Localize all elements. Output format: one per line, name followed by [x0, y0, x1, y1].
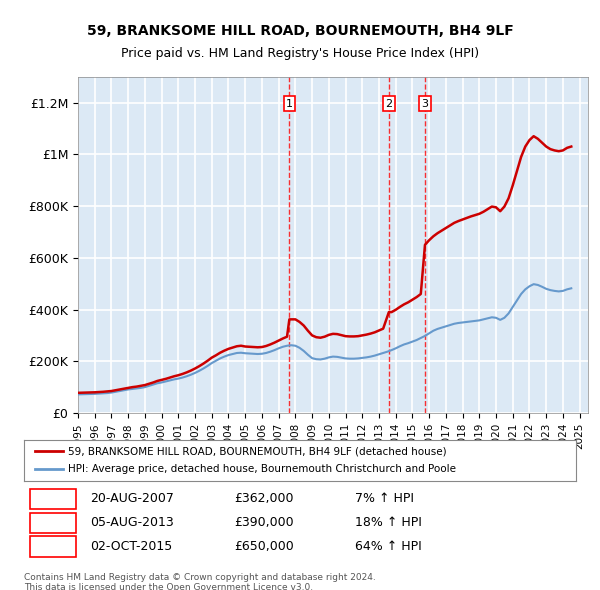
Text: Price paid vs. HM Land Registry's House Price Index (HPI): Price paid vs. HM Land Registry's House …: [121, 47, 479, 60]
Text: This data is licensed under the Open Government Licence v3.0.: This data is licensed under the Open Gov…: [24, 583, 313, 590]
Text: 05-AUG-2013: 05-AUG-2013: [90, 516, 174, 529]
FancyBboxPatch shape: [29, 513, 76, 533]
FancyBboxPatch shape: [29, 489, 76, 509]
Text: 7% ↑ HPI: 7% ↑ HPI: [355, 492, 414, 505]
FancyBboxPatch shape: [29, 536, 76, 557]
Text: 2: 2: [385, 99, 392, 109]
Text: 3: 3: [421, 99, 428, 109]
Text: 18% ↑ HPI: 18% ↑ HPI: [355, 516, 422, 529]
Text: 59, BRANKSOME HILL ROAD, BOURNEMOUTH, BH4 9LF (detached house): 59, BRANKSOME HILL ROAD, BOURNEMOUTH, BH…: [68, 446, 447, 456]
Text: 64% ↑ HPI: 64% ↑ HPI: [355, 540, 422, 553]
Text: 2: 2: [49, 516, 57, 529]
Text: 3: 3: [49, 540, 57, 553]
Text: Contains HM Land Registry data © Crown copyright and database right 2024.: Contains HM Land Registry data © Crown c…: [24, 573, 376, 582]
Text: £650,000: £650,000: [234, 540, 293, 553]
Text: 1: 1: [49, 492, 57, 505]
Text: 20-AUG-2007: 20-AUG-2007: [90, 492, 174, 505]
Text: £390,000: £390,000: [234, 516, 293, 529]
Text: 02-OCT-2015: 02-OCT-2015: [90, 540, 172, 553]
Text: £362,000: £362,000: [234, 492, 293, 505]
Text: 59, BRANKSOME HILL ROAD, BOURNEMOUTH, BH4 9LF: 59, BRANKSOME HILL ROAD, BOURNEMOUTH, BH…: [86, 24, 514, 38]
Text: HPI: Average price, detached house, Bournemouth Christchurch and Poole: HPI: Average price, detached house, Bour…: [68, 464, 456, 474]
Text: 1: 1: [286, 99, 293, 109]
